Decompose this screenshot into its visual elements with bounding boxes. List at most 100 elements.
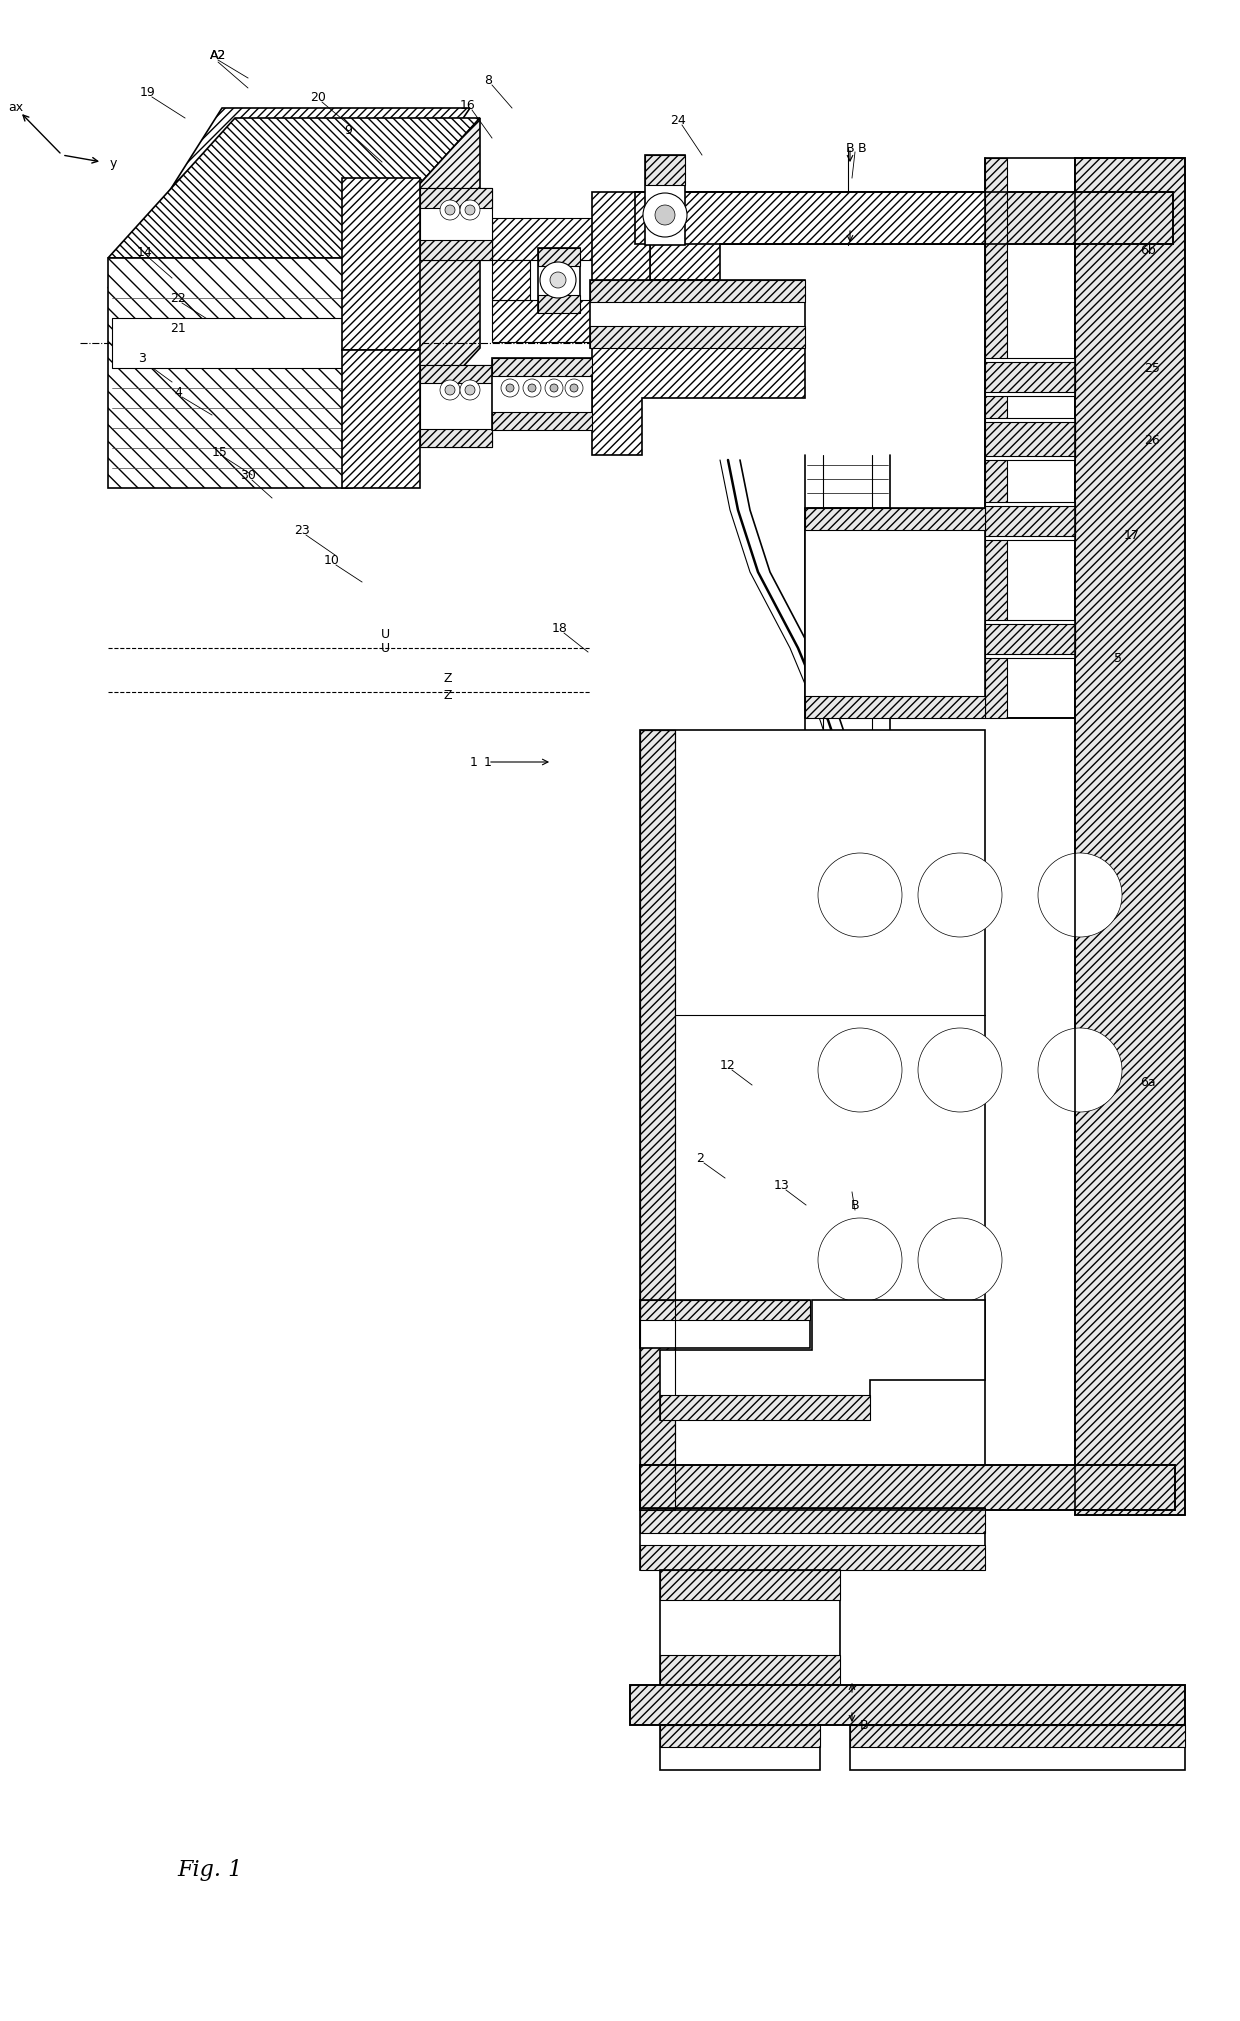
Text: B: B (846, 141, 854, 154)
Text: 1: 1 (484, 756, 492, 768)
Polygon shape (650, 192, 985, 281)
Text: 3: 3 (138, 352, 146, 364)
Bar (420, 188, 492, 261)
Polygon shape (352, 117, 480, 487)
Text: Z: Z (444, 673, 453, 685)
Bar (635, 192, 1173, 245)
Text: 13: 13 (774, 1178, 790, 1192)
Text: Z: Z (444, 689, 453, 701)
Bar (985, 620, 1075, 659)
Bar (590, 281, 805, 348)
Circle shape (551, 384, 558, 392)
Text: ax: ax (9, 101, 24, 113)
Bar (420, 240, 492, 261)
Circle shape (565, 380, 583, 396)
Bar (342, 178, 420, 350)
Bar (640, 1300, 810, 1320)
Bar (420, 366, 492, 384)
Bar (985, 624, 1075, 655)
Text: B: B (861, 1718, 869, 1732)
Polygon shape (108, 117, 480, 259)
Text: 1: 1 (470, 756, 477, 768)
Text: Fig. 1: Fig. 1 (177, 1859, 243, 1882)
Bar (660, 1570, 839, 1601)
Polygon shape (108, 107, 470, 289)
Text: A2: A2 (210, 49, 226, 61)
Circle shape (445, 384, 455, 394)
Polygon shape (108, 259, 352, 487)
Bar (342, 350, 420, 487)
Bar (492, 358, 591, 430)
Bar (985, 505, 1075, 536)
Bar (640, 730, 675, 1510)
Circle shape (528, 384, 536, 392)
Text: U: U (381, 641, 389, 655)
Bar (492, 299, 650, 342)
Bar (645, 156, 684, 245)
Bar (660, 1394, 870, 1421)
Text: 24: 24 (670, 113, 686, 127)
Bar (640, 1465, 1176, 1510)
Circle shape (644, 192, 687, 236)
Bar (805, 507, 985, 530)
Text: 23: 23 (294, 523, 310, 536)
Bar (660, 1655, 839, 1686)
Polygon shape (660, 1300, 985, 1421)
Bar (492, 218, 650, 261)
Bar (640, 730, 985, 1510)
Text: 4: 4 (174, 386, 182, 398)
Circle shape (465, 204, 475, 214)
Text: 16: 16 (460, 99, 476, 111)
Bar (849, 1726, 1185, 1770)
Bar (985, 501, 1075, 540)
Bar (660, 1570, 839, 1686)
Text: 20: 20 (310, 91, 326, 103)
Text: 19: 19 (140, 85, 156, 99)
Text: U: U (381, 629, 389, 641)
Bar (420, 188, 492, 208)
Bar (805, 507, 985, 717)
Bar (985, 158, 1075, 717)
Bar (538, 249, 580, 267)
Bar (640, 730, 675, 1510)
Bar (640, 1508, 985, 1570)
Circle shape (460, 380, 480, 400)
Text: 12: 12 (720, 1059, 735, 1071)
Circle shape (655, 204, 675, 224)
Bar (591, 192, 650, 281)
Bar (112, 317, 348, 368)
Bar (635, 192, 1173, 245)
Bar (660, 1726, 820, 1770)
Bar (492, 358, 591, 376)
Bar (985, 158, 1007, 717)
Circle shape (918, 853, 1002, 938)
Bar (492, 412, 591, 430)
Text: 17: 17 (1125, 530, 1140, 542)
Bar (420, 366, 492, 447)
Text: 21: 21 (170, 321, 186, 335)
Circle shape (465, 384, 475, 394)
Bar (645, 156, 684, 186)
Text: 26: 26 (1145, 432, 1159, 447)
Text: B: B (851, 1198, 859, 1211)
Bar (985, 358, 1075, 396)
Circle shape (1038, 1029, 1122, 1112)
Bar (640, 1465, 1176, 1510)
Bar (985, 418, 1075, 461)
Circle shape (506, 384, 515, 392)
Text: A2: A2 (210, 49, 226, 61)
Bar (590, 281, 805, 301)
Bar (640, 1544, 985, 1570)
Text: 25: 25 (1145, 362, 1159, 374)
Bar (630, 1686, 1185, 1726)
Circle shape (539, 263, 577, 297)
Bar (1075, 158, 1185, 1516)
Circle shape (918, 1029, 1002, 1112)
Circle shape (818, 1219, 901, 1302)
Circle shape (818, 853, 901, 938)
Bar (1075, 158, 1185, 1516)
Bar (420, 428, 492, 447)
Circle shape (551, 273, 565, 289)
Text: 5: 5 (1114, 651, 1122, 665)
Circle shape (460, 200, 480, 220)
